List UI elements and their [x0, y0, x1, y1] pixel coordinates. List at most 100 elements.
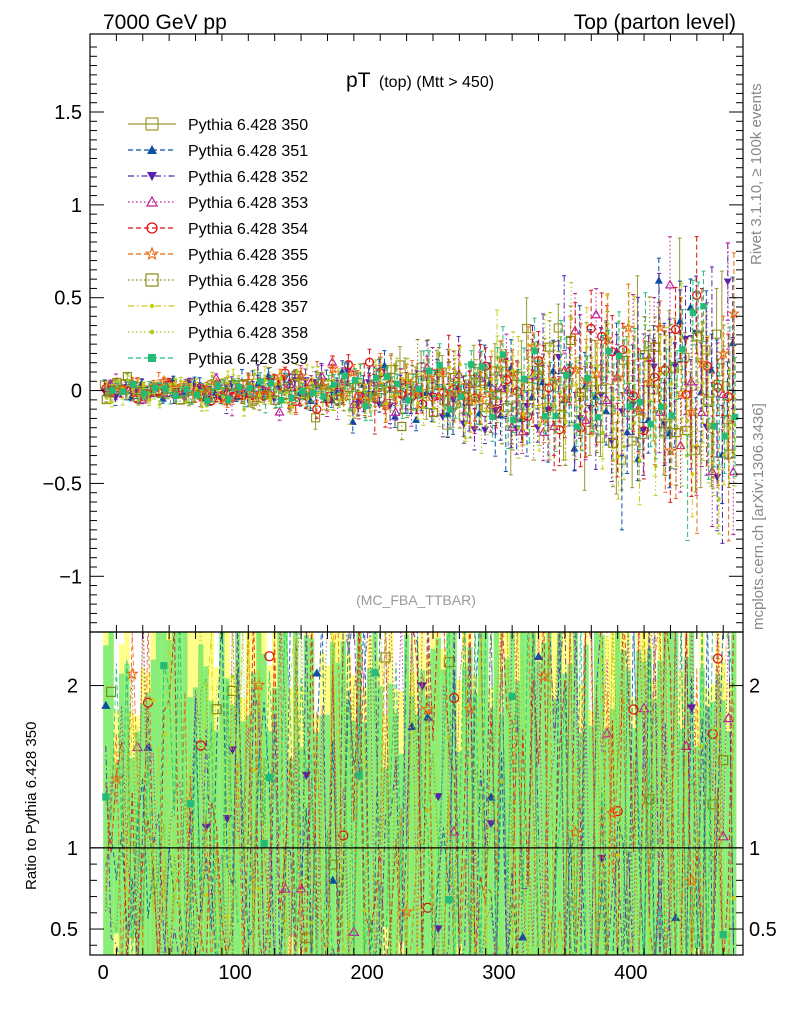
data-point: [341, 372, 348, 379]
ratio-point: [684, 873, 699, 887]
data-point: [225, 396, 232, 403]
ratio-band-inner: [514, 680, 521, 955]
data-point: [563, 420, 568, 425]
data-point: [421, 405, 426, 410]
data-point: [682, 425, 692, 436]
data-point: [326, 398, 331, 402]
data-point: [521, 412, 526, 417]
ratio-point: [327, 859, 338, 870]
ratio-point: [671, 913, 681, 922]
data-point: [178, 379, 183, 383]
legend-marker: [145, 273, 159, 287]
ratio-band-inner: [250, 672, 257, 955]
data-point: [348, 417, 357, 425]
ratio-band-inner: [520, 632, 526, 955]
data-point: [395, 392, 399, 397]
legend-label: Pythia 6.428 350: [188, 117, 308, 134]
ratio-point: [151, 698, 156, 703]
legend-entry: Pythia 6.428 358: [128, 325, 308, 342]
data-point: [727, 426, 732, 431]
data-point: [478, 363, 486, 370]
data-point: [394, 380, 401, 387]
data-point: [411, 395, 415, 400]
ratio-band-inner: [155, 632, 162, 955]
data-point: [548, 374, 561, 386]
data-point: [347, 365, 361, 378]
ratio-band-inner: [678, 728, 684, 955]
legend-marker: [149, 303, 155, 309]
ratio-band-inner: [187, 697, 193, 955]
ratio-point: [265, 773, 274, 782]
main-y-tick-label: 0: [71, 381, 82, 403]
ratio-band-inner: [361, 721, 368, 955]
data-point: [622, 444, 626, 449]
data-point: [110, 400, 114, 404]
data-point: [457, 393, 464, 400]
data-point: [200, 382, 213, 395]
data-point: [632, 421, 637, 425]
ratio-band-inner: [620, 650, 626, 955]
ratio-point: [719, 931, 727, 939]
legend-entry: Pythia 6.428 352: [128, 169, 308, 186]
data-point: [105, 396, 109, 400]
ratio-band-inner: [462, 666, 468, 955]
ratio-point: [264, 651, 275, 662]
ratio-point: [348, 926, 360, 936]
data-point: [404, 397, 412, 404]
ratio-band-inner: [124, 663, 130, 955]
ratio-band-inner: [319, 715, 325, 955]
ratio-point: [256, 887, 261, 892]
ratio-band-inner: [546, 632, 552, 955]
data-point: [520, 375, 528, 383]
data-point: [710, 422, 718, 430]
data-point: [186, 393, 196, 403]
ratio-band-inner: [472, 694, 478, 955]
main-y-tick-label: 1.5: [54, 102, 82, 124]
ratio-band-inner: [377, 686, 383, 955]
ratio-series-line: [105, 632, 728, 955]
ratio-point: [445, 896, 453, 904]
ratio-band-inner: [583, 644, 589, 955]
ratio-frame: [89, 631, 744, 956]
data-point: [670, 324, 681, 335]
data-point: [446, 406, 454, 414]
data-point: [246, 384, 253, 392]
ratio-point: [312, 668, 322, 677]
data-point: [288, 394, 296, 402]
header-right: Top (parton level): [574, 11, 736, 34]
ratio-point: [106, 686, 117, 697]
data-point: [597, 384, 607, 394]
ratio-band-inner: [388, 683, 394, 955]
data-point: [204, 397, 211, 404]
ratio-y-axis-label: Ratio to Pythia 6.428 350: [23, 722, 40, 890]
data-point: [685, 418, 690, 423]
ratio-point: [423, 712, 433, 721]
data-point: [569, 362, 582, 375]
data-point: [453, 369, 457, 374]
data-point: [721, 433, 728, 440]
ratio-band-inner: [282, 632, 288, 955]
data-point: [437, 372, 441, 377]
data-point: [690, 472, 695, 476]
ratio-band-inner: [704, 706, 711, 955]
data-point: [491, 407, 500, 415]
ratio-point: [142, 697, 154, 708]
data-point: [686, 376, 697, 386]
data-point: [397, 421, 407, 432]
legend-label: Pythia 6.428 357: [188, 299, 308, 316]
data-point: [658, 403, 665, 411]
ratio-point: [293, 823, 298, 828]
ratio-point: [101, 700, 111, 709]
data-point: [309, 389, 317, 397]
data-point: [221, 395, 225, 399]
ratio-point: [731, 896, 736, 901]
data-point: [119, 388, 127, 395]
data-point: [449, 396, 458, 404]
data-point: [727, 307, 741, 319]
data-point: [273, 382, 278, 386]
ratio-point: [534, 651, 544, 661]
ratio-point: [195, 740, 206, 751]
ratio-point: [446, 735, 451, 740]
data-point: [548, 420, 559, 431]
data-point: [558, 390, 563, 394]
